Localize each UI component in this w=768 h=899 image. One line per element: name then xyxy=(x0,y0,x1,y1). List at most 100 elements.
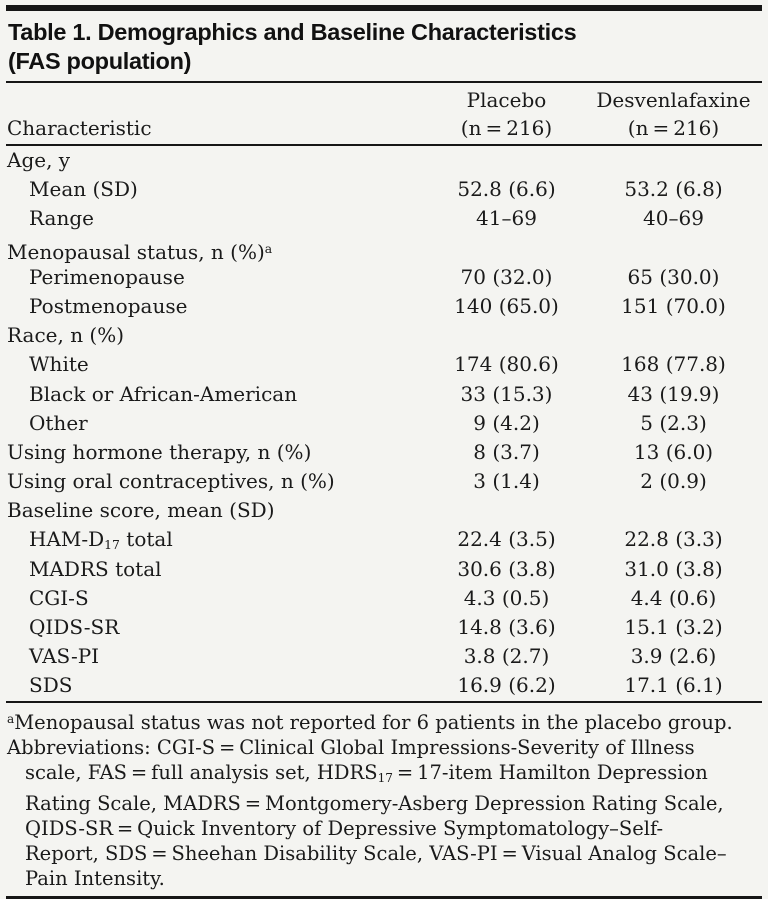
table-row: Using hormone therapy, n (%) 8 (3.7) 13 (6… xyxy=(6,438,762,467)
placebo-value: 33 (15.3) xyxy=(460,381,553,406)
title-divider-rule xyxy=(6,81,762,83)
desvenlafaxine-value: 3.9 (2.6) xyxy=(630,644,717,669)
column-header-placebo: Placebo xyxy=(466,88,547,112)
table-row: Range 41–69 40–69 xyxy=(6,204,762,233)
table-row: Baseline score, mean (SD) xyxy=(6,496,762,525)
row-label: MADRS total xyxy=(29,556,162,581)
footnote-divider-rule xyxy=(6,700,762,703)
footnote-line: Report, SDS = Sheehan Disability Scale, … xyxy=(25,841,727,865)
row-label: Race, n (%) xyxy=(7,323,125,348)
desvenlafaxine-value: 151 (70.0) xyxy=(621,293,726,318)
placebo-value: 174 (80.6) xyxy=(454,352,559,377)
row-label: Using hormone therapy, n (%) xyxy=(7,439,312,464)
footnote-line: QIDS-SR = Quick Inventory of Depressive … xyxy=(25,816,664,840)
header-divider-rule xyxy=(6,144,762,146)
placebo-value: 9 (4.2) xyxy=(473,410,540,435)
desvenlafaxine-n-label: (n = 216) xyxy=(627,116,720,140)
desvenlafaxine-value: 53.2 (6.8) xyxy=(624,177,723,202)
footnote-line: aMenopausal status was not reported for … xyxy=(7,710,733,734)
row-label: Postmenopause xyxy=(29,293,188,318)
row-label: Menopausal status, n (%)a xyxy=(7,239,273,264)
table-row: QIDS-SR 14.8 (3.6) 15.1 (3.2) xyxy=(6,613,762,642)
group-header-spacer xyxy=(6,86,428,114)
row-label: Perimenopause xyxy=(29,264,185,289)
desvenlafaxine-value: 15.1 (3.2) xyxy=(624,615,723,639)
table-row: HAM-D17 total 22.4 (3.5) 22.8 (3.3) xyxy=(6,525,762,554)
row-label: HAM-D17 total xyxy=(29,527,173,553)
table-title-line-1: Table 1. Demographics and Baseline Chara… xyxy=(8,19,577,45)
row-label: Other xyxy=(29,410,88,435)
row-label: QIDS-SR xyxy=(29,615,120,639)
placebo-n-label: (n = 216) xyxy=(460,116,553,140)
table-title: Table 1. Demographics and Baseline Chara… xyxy=(6,11,762,81)
desvenlafaxine-value: 13 (6.0) xyxy=(633,439,714,464)
table-row: Mean (SD) 52.8 (6.6) 53.2 (6.8) xyxy=(6,175,762,204)
footnote-line: Pain Intensity. xyxy=(25,866,165,890)
placebo-value: 30.6 (3.8) xyxy=(457,556,556,581)
column-header-desvenlafaxine: Desvenlafaxine xyxy=(596,88,751,112)
footnotes: aMenopausal status was not reported for … xyxy=(6,703,762,896)
row-label: White xyxy=(29,352,89,377)
desvenlafaxine-value: 4.4 (0.6) xyxy=(630,585,717,610)
row-label: Black or African-American xyxy=(29,381,298,406)
placebo-value: 3.8 (2.7) xyxy=(463,644,550,669)
table-row: Using oral contraceptives, n (%) 3 (1.4) 2… xyxy=(6,467,762,496)
table-row: Perimenopause 70 (32.0) 65 (30.0) xyxy=(6,263,762,292)
row-label: SDS xyxy=(29,673,73,698)
placebo-value: 16.9 (6.2) xyxy=(457,673,556,698)
top-rule xyxy=(6,5,762,11)
table-row: SDS 16.9 (6.2) 17.1 (6.1) xyxy=(6,671,762,700)
placebo-value: 70 (32.0) xyxy=(460,264,553,289)
table-row: VAS-PI 3.8 (2.7) 3.9 (2.6) xyxy=(6,642,762,671)
row-label: Range xyxy=(29,206,94,231)
desvenlafaxine-value xyxy=(585,496,762,525)
desvenlafaxine-value: 2 (0.9) xyxy=(640,469,707,494)
placebo-value: 14.8 (3.6) xyxy=(457,615,556,639)
desvenlafaxine-value: 5 (2.3) xyxy=(640,410,707,435)
footnote-line: scale, FAS = full analysis set, HDRS17 =… xyxy=(25,760,708,785)
desvenlafaxine-value xyxy=(585,146,762,175)
table-row: MADRS total 30.6 (3.8) 31.0 (3.8) xyxy=(6,555,762,584)
table-row: Race, n (%) xyxy=(6,321,762,350)
column-header-block: Placebo Desvenlafaxine Characteristic (n… xyxy=(6,83,762,144)
placebo-value xyxy=(428,146,585,175)
table-row: CGI-S 4.3 (0.5) 4.4 (0.6) xyxy=(6,584,762,613)
table-row: Other 9 (4.2) 5 (2.3) xyxy=(6,409,762,438)
n-header-row: Characteristic (n = 216) (n = 216) xyxy=(6,114,762,142)
placebo-value xyxy=(428,321,585,350)
table-row: Menopausal status, n (%)a xyxy=(6,234,762,264)
desvenlafaxine-value: 17.1 (6.1) xyxy=(624,673,723,698)
bottom-rule xyxy=(6,895,762,899)
row-label: VAS-PI xyxy=(29,644,100,669)
placebo-value: 4.3 (0.5) xyxy=(463,585,550,610)
row-label: CGI-S xyxy=(29,585,89,610)
desvenlafaxine-value: 31.0 (3.8) xyxy=(624,556,723,581)
column-header-characteristic: Characteristic xyxy=(7,116,152,140)
placebo-value: 52.8 (6.6) xyxy=(457,177,556,202)
desvenlafaxine-value: 65 (30.0) xyxy=(627,264,720,289)
row-label: Age, y xyxy=(7,148,71,172)
placebo-value xyxy=(428,496,585,525)
desvenlafaxine-value: 168 (77.8) xyxy=(621,352,726,377)
row-label: Baseline score, mean (SD) xyxy=(7,498,275,523)
group-header-row: Placebo Desvenlafaxine xyxy=(6,86,762,114)
placebo-value: 140 (65.0) xyxy=(454,293,559,318)
table-row: Black or African-American 33 (15.3) 43 (19… xyxy=(6,380,762,409)
footnote-line: Rating Scale, MADRS = Montgomery-Asberg … xyxy=(25,791,724,815)
row-label: Using oral contraceptives, n (%) xyxy=(7,469,335,494)
table-row: Age, y xyxy=(6,146,762,175)
table-row: Postmenopause 140 (65.0) 151 (70.0) xyxy=(6,292,762,321)
placebo-value: 3 (1.4) xyxy=(473,469,540,494)
desvenlafaxine-value: 43 (19.9) xyxy=(627,381,720,406)
placebo-value: 22.4 (3.5) xyxy=(457,527,556,552)
placebo-value: 41–69 xyxy=(476,206,537,231)
desvenlafaxine-value: 40–69 xyxy=(643,206,704,231)
table-row: White 174 (80.6) 168 (77.8) xyxy=(6,350,762,379)
table-title-line-2: (FAS population) xyxy=(8,48,192,74)
row-label: Mean (SD) xyxy=(29,177,138,202)
desvenlafaxine-value: 22.8 (3.3) xyxy=(624,527,723,552)
placebo-value: 8 (3.7) xyxy=(473,439,540,464)
desvenlafaxine-value xyxy=(585,321,762,350)
table-body: Age, y Mean (SD) 52.8 (6.6) 53.2 (6.8) Range… xyxy=(6,146,762,701)
